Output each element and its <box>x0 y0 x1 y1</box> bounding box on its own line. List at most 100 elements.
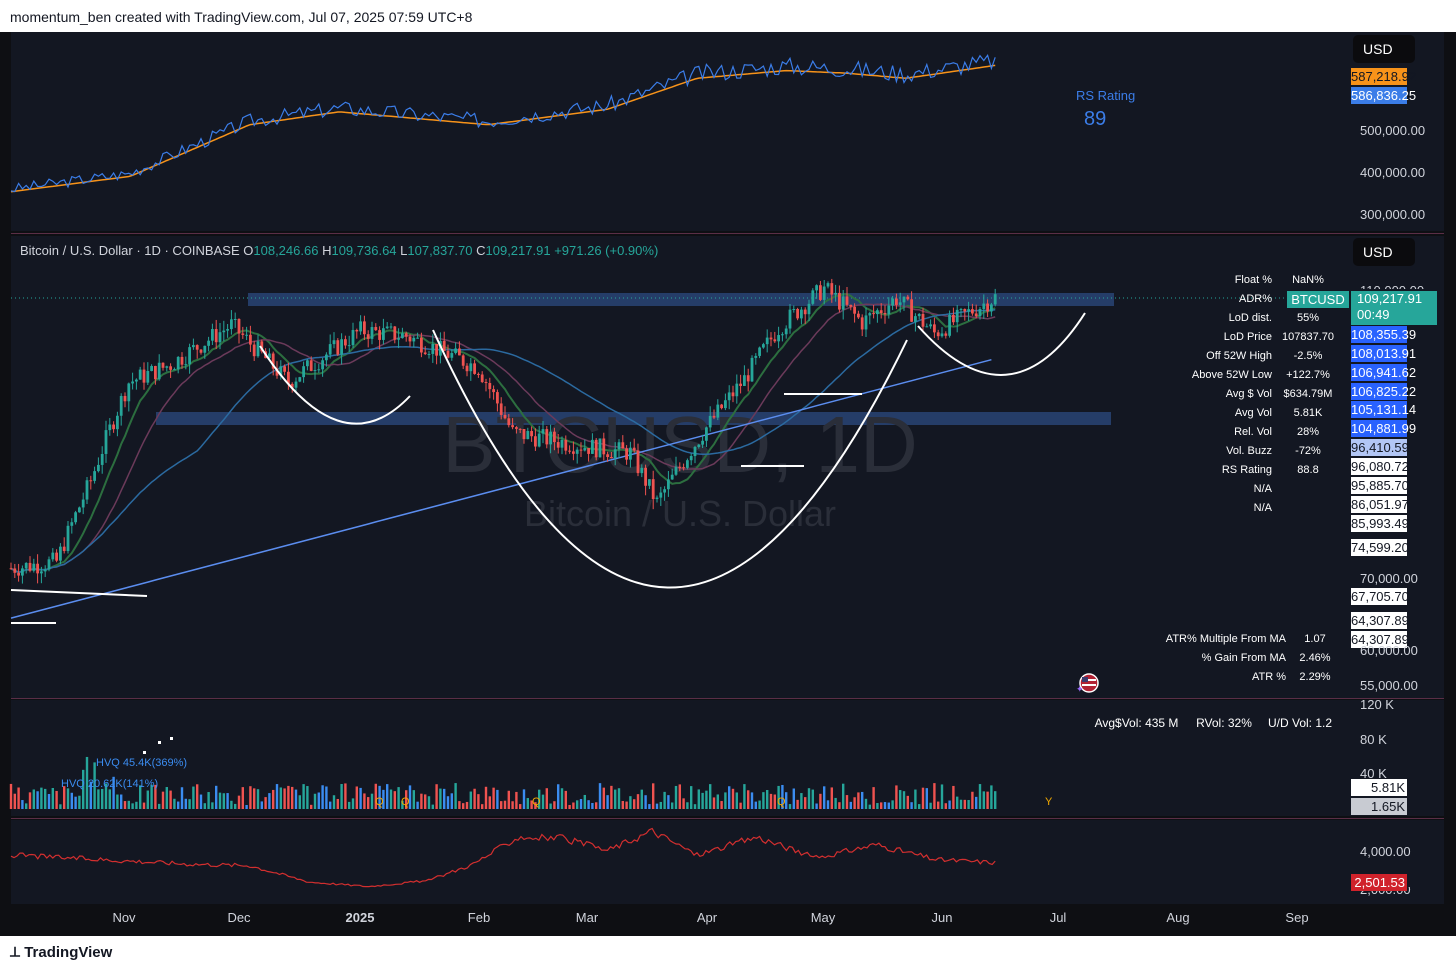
volume-bar <box>496 789 499 809</box>
candle-body <box>450 353 454 358</box>
volume-bar <box>245 804 248 809</box>
volume-bar <box>44 788 47 809</box>
volume-bar <box>450 793 453 809</box>
rs-pane[interactable] <box>11 32 1444 231</box>
rs-currency-button[interactable]: USD <box>1353 35 1415 63</box>
candle-body <box>401 333 404 339</box>
volume-bar <box>682 798 685 809</box>
candle-body <box>180 356 184 365</box>
candle-body <box>978 309 982 317</box>
stats-value: NaN% <box>1292 274 1324 286</box>
volume-bar <box>104 783 108 809</box>
candle-body <box>123 395 127 402</box>
stats-key: ADR% <box>1238 293 1272 305</box>
candle-body <box>830 283 834 295</box>
volume-bar <box>902 791 906 809</box>
price-label: 106,825.22 <box>1351 383 1417 400</box>
volume-marker: Q <box>401 796 410 808</box>
candle-body <box>826 283 830 287</box>
volume-bar <box>465 801 469 809</box>
candle-body <box>17 572 20 576</box>
candle-body <box>765 337 769 345</box>
pane-separator[interactable] <box>11 233 1444 234</box>
candle-body <box>74 512 77 523</box>
volume-bar <box>275 784 279 809</box>
time-axis-label: Feb <box>467 910 491 925</box>
stats-value: 55% <box>1296 312 1320 324</box>
candle-body <box>579 449 583 451</box>
volume-bar <box>671 802 674 809</box>
volume-bar <box>720 801 723 809</box>
candle-body <box>321 360 324 370</box>
volume-bar <box>522 789 526 809</box>
volume-bar <box>834 797 837 809</box>
volume-marker: Q <box>777 796 786 808</box>
candle-body <box>556 442 560 448</box>
volume-bar <box>127 800 130 809</box>
main-currency-button[interactable]: USD <box>1353 238 1415 266</box>
candle-body <box>553 431 556 443</box>
volume-bar <box>621 800 624 809</box>
pane-separator[interactable] <box>11 698 1444 699</box>
volume-bar <box>260 801 263 809</box>
candle-body <box>686 460 689 468</box>
candle-body <box>366 334 370 339</box>
volume-bar <box>78 795 81 809</box>
time-axis-label: Jun <box>931 910 953 925</box>
candle-body <box>135 379 138 382</box>
volume-bar <box>332 795 336 809</box>
candle-body <box>9 568 13 570</box>
volume-bar <box>644 795 647 809</box>
time-axis-label: Sep <box>1285 910 1309 925</box>
volume-bar <box>25 803 28 809</box>
volume-bar <box>617 788 621 809</box>
volume-bar <box>937 801 940 809</box>
volume-bar <box>750 792 754 809</box>
candle-body <box>518 428 522 430</box>
candle-body <box>689 456 693 461</box>
volume-bar <box>788 804 792 809</box>
volume-bar <box>150 784 153 809</box>
volume-bar <box>534 802 537 809</box>
volume-bar <box>994 791 997 809</box>
candle-body <box>233 319 237 321</box>
volume-bar <box>158 803 161 809</box>
symbol-legend[interactable]: Bitcoin / U.S. Dollar · 1D · COINBASE O1… <box>20 243 658 258</box>
volume-bar <box>66 788 70 809</box>
volume-bar <box>249 786 252 809</box>
volume-bar <box>192 786 195 809</box>
time-axis-label: Jul <box>1049 910 1067 925</box>
candle-body <box>925 326 929 328</box>
candle-body <box>469 363 473 372</box>
volume-bar <box>355 786 358 809</box>
volume-bar <box>515 791 518 809</box>
volume-bar <box>511 801 514 809</box>
candle-body <box>610 457 613 459</box>
oscillator-pane[interactable] <box>11 820 1444 904</box>
volume-bar <box>142 802 146 809</box>
rs-rating-label: RS Rating <box>1076 88 1136 103</box>
flag-icon[interactable]: ✦ <box>1075 672 1101 694</box>
candle-body <box>408 336 412 342</box>
hvq-label: HVQ 45.4K(369%) <box>96 757 188 769</box>
volume-bar <box>420 793 423 809</box>
cup-right-curve <box>917 312 1086 376</box>
stats-value: 107837.70 <box>1282 331 1334 343</box>
candle-body <box>496 392 499 404</box>
price-pane[interactable] <box>11 236 1444 698</box>
volume-bar <box>180 787 184 809</box>
candle-body <box>887 305 891 315</box>
pane-separator[interactable] <box>11 818 1444 819</box>
candle-body <box>473 363 476 374</box>
candle-body <box>781 334 784 336</box>
candle-body <box>431 343 435 354</box>
volume-bar <box>777 785 780 809</box>
volume-bar <box>830 787 833 809</box>
tradingview-logo: ⟂ TradingView <box>10 944 112 961</box>
candle-body <box>70 522 74 526</box>
volume-bar <box>272 789 275 809</box>
volume-bar <box>925 788 928 809</box>
volume-bar <box>416 801 419 809</box>
candle-body <box>21 568 24 576</box>
